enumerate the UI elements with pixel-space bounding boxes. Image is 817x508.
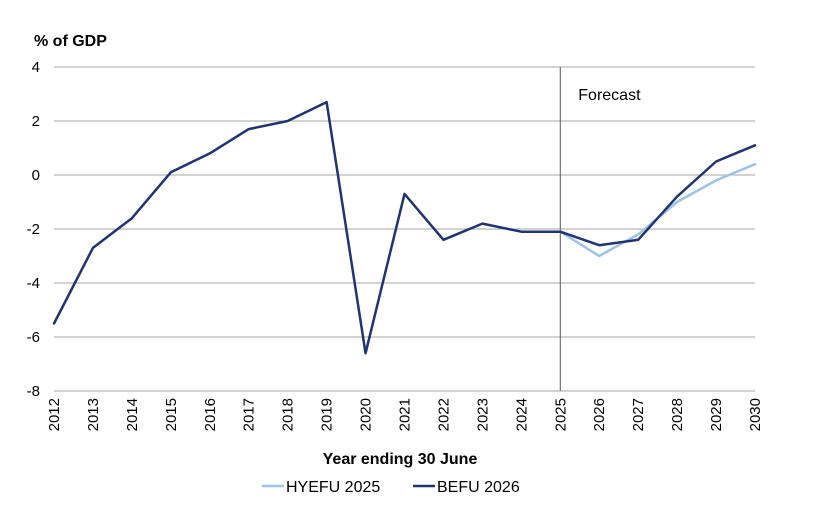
x-tick-label: 2013 <box>85 398 102 431</box>
series-lines <box>52 100 757 355</box>
x-tick-label: 2016 <box>202 398 219 431</box>
x-tick-label: 2021 <box>397 398 414 431</box>
y-tick-label: 2 <box>32 113 40 130</box>
y-tick-label: -2 <box>27 221 40 238</box>
x-tick-label: 2012 <box>46 398 63 431</box>
x-tick-label: 2029 <box>708 398 725 431</box>
y-tick-label: 4 <box>32 59 40 76</box>
legend: HYEFU 2025 BEFU 2026 <box>262 479 520 496</box>
legend-label-1: HYEFU 2025 <box>286 479 380 496</box>
gridlines <box>54 66 755 392</box>
x-tick-label: 2023 <box>474 398 491 431</box>
x-tick-label: 2028 <box>669 398 686 431</box>
x-tick-label: 2025 <box>552 398 569 431</box>
y-tick-label: -8 <box>27 383 40 400</box>
x-tick-label: 2022 <box>435 398 452 431</box>
legend-label-2: BEFU 2026 <box>437 479 520 496</box>
forecast-label: Forecast <box>578 87 641 104</box>
x-tick-label: 2015 <box>163 398 180 431</box>
x-tick-label: 2019 <box>319 398 336 431</box>
series-line-2 <box>52 100 757 355</box>
x-tick-labels: 2012 2013 2014 2015 2016 2017 2018 2019 2020 2021… <box>46 398 764 431</box>
y-tick-labels: 4 2 0 -2 -4 -6 -8 <box>27 59 40 400</box>
y-tick-label: 0 <box>32 167 40 184</box>
y-tick-label: -4 <box>27 275 40 292</box>
forecast-divider: Forecast <box>559 67 641 391</box>
x-tick-label: 2024 <box>513 398 530 431</box>
x-tick-label: 2014 <box>124 398 141 431</box>
x-tick-label: 2027 <box>630 398 647 431</box>
y-tick-label: -6 <box>27 329 40 346</box>
x-tick-label: 2030 <box>747 398 764 431</box>
x-tick-label: 2018 <box>280 398 297 431</box>
y-axis-label: % of GDP <box>34 33 107 50</box>
x-tick-label: 2017 <box>241 398 258 431</box>
x-tick-label: 2026 <box>591 398 608 431</box>
x-tick-label: 2020 <box>358 398 375 431</box>
x-axis-label: Year ending 30 June <box>323 451 478 468</box>
